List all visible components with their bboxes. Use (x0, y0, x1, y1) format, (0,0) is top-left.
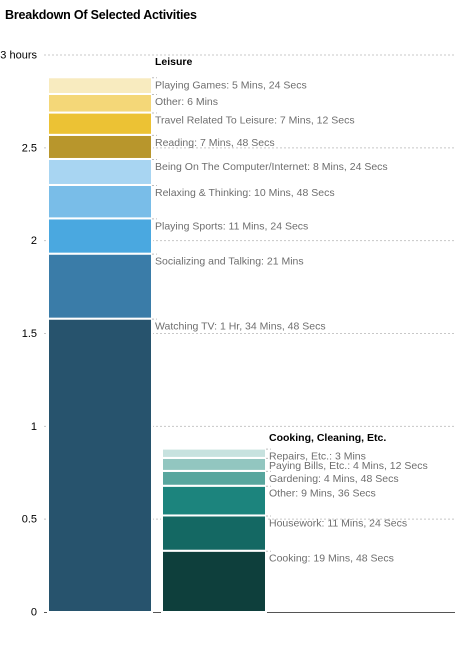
bar-segment (48, 159, 152, 185)
segment-label: Being On The Computer/Internet: 8 Mins, … (155, 161, 388, 173)
y-tick-label: 0 (31, 607, 37, 619)
bar-segment (48, 254, 152, 319)
bar-segment (48, 135, 152, 159)
bar-segment (48, 185, 152, 218)
segment-label: Gardening: 4 Mins, 48 Secs (269, 473, 399, 485)
y-tick-label: 2 (31, 235, 37, 247)
bar-segment (162, 449, 266, 458)
segment-label: Repairs, Etc.: 3 Mins (269, 451, 366, 463)
segment-label: Cooking: 19 Mins, 48 Secs (269, 553, 394, 565)
group-title: Cooking, Cleaning, Etc. (269, 432, 386, 444)
y-tick-label: 0.5 (22, 514, 37, 526)
segment-label: Playing Games: 5 Mins, 24 Secs (155, 79, 307, 91)
bar-segment (48, 94, 152, 113)
segment-label: Housework: 11 Mins, 24 Secs (269, 517, 407, 529)
bar-segment (48, 77, 152, 94)
segment-label: Socializing and Talking: 21 Mins (155, 256, 304, 268)
bar-segment (48, 218, 152, 253)
bar-segment (48, 113, 152, 135)
y-tick-label: 3 hours (0, 50, 37, 62)
bar-segment (162, 486, 266, 516)
segment-label: Watching TV: 1 Hr, 34 Mins, 48 Secs (155, 321, 326, 333)
segment-label: Relaxing & Thinking: 10 Mins, 48 Secs (155, 187, 335, 199)
y-tick-label: 2.5 (22, 142, 37, 154)
segment-label: Other: 6 Mins (155, 96, 218, 108)
segment-label: Travel Related To Leisure: 7 Mins, 12 Se… (155, 115, 355, 127)
segment-label: Other: 9 Mins, 36 Secs (269, 488, 376, 500)
segment-label: Playing Sports: 11 Mins, 24 Secs (155, 220, 308, 232)
bar-segment (162, 458, 266, 471)
y-tick-label: 1 (31, 421, 37, 433)
bar-segment (48, 319, 152, 612)
y-tick-label: 1.5 (22, 328, 37, 340)
group-title: Leisure (155, 56, 193, 68)
segment-label: Reading: 7 Mins, 48 Secs (155, 137, 275, 149)
bar-segment (162, 551, 266, 612)
bar-segment (162, 471, 266, 486)
bar-segment (162, 515, 266, 550)
